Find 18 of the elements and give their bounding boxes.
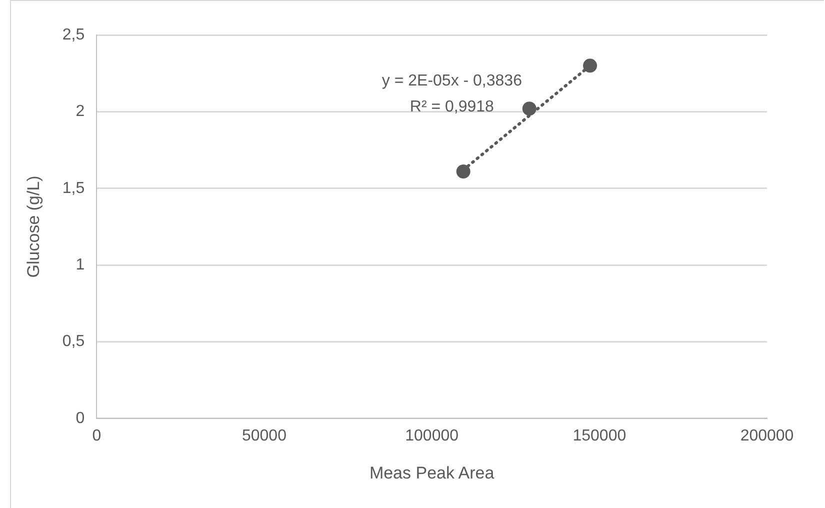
y-tick-label: 2,5: [62, 26, 85, 44]
y-tick-label: 1: [76, 256, 85, 274]
x-tick-label: 200000: [740, 427, 794, 444]
point: [583, 58, 598, 73]
y-axis-title: Glucose (g/L): [24, 176, 43, 278]
point: [522, 102, 536, 116]
point: [456, 164, 470, 178]
x-tick-label: 0: [92, 427, 102, 444]
y-tick-label: 2: [76, 103, 85, 120]
x-tick-label: 150000: [572, 427, 626, 444]
annotation: y = 2E-05x - 0,3836: [382, 72, 522, 90]
x-axis-title: Meas Peak Area: [369, 463, 495, 482]
x-tick-label: 50000: [242, 427, 287, 444]
y-tick-label: 0: [76, 410, 85, 427]
x-tick-label: 100000: [405, 427, 459, 444]
annotation: R² = 0,9918: [410, 98, 494, 116]
y-tick-label: 0,5: [62, 333, 85, 350]
y-tick-label: 1,5: [62, 180, 85, 197]
